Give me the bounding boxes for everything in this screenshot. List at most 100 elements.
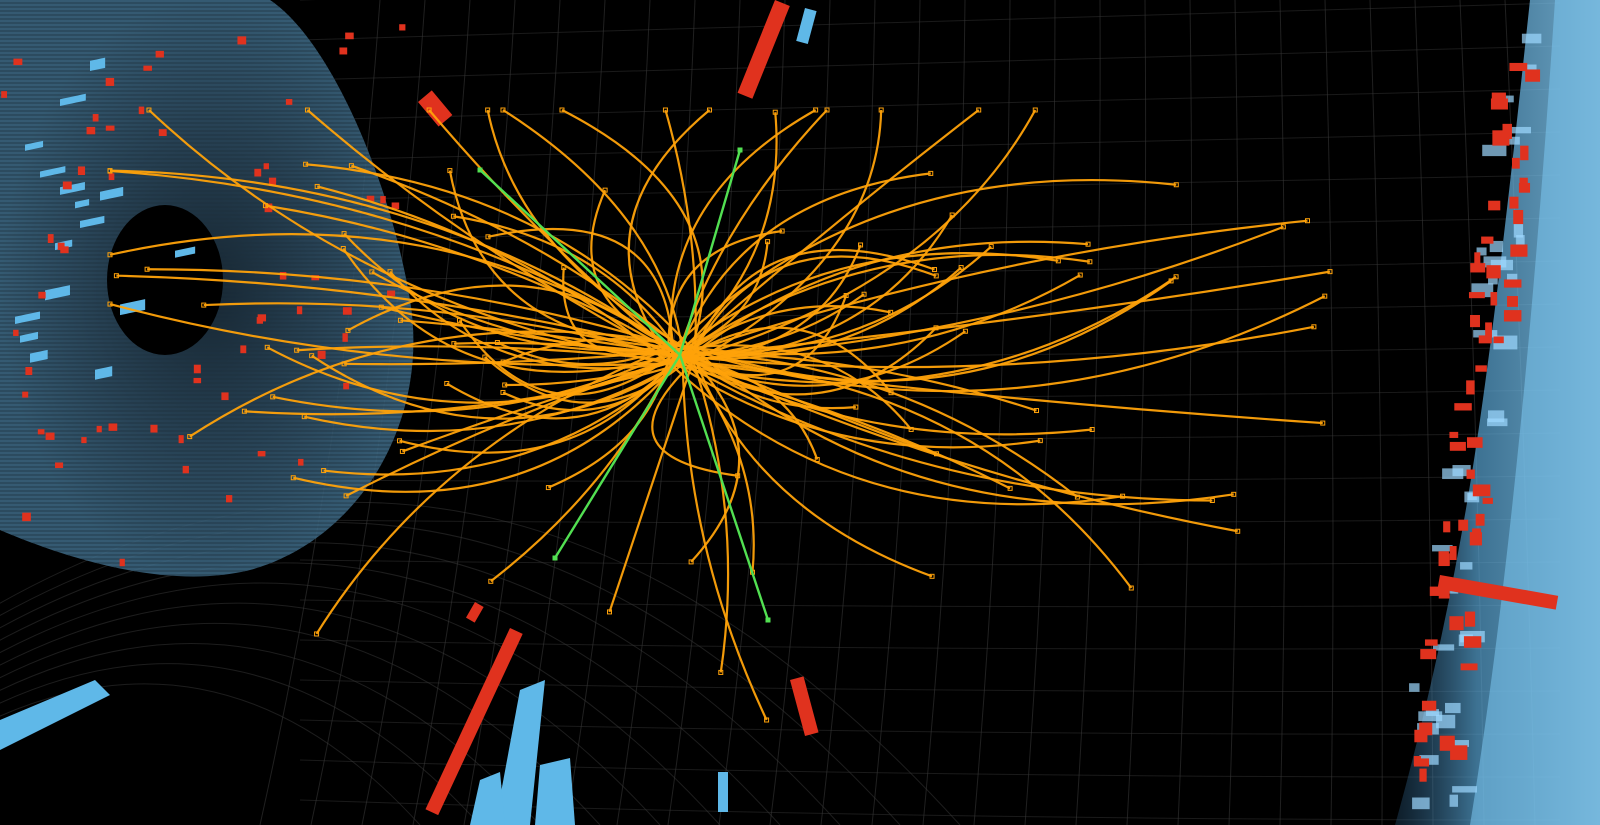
track-endpoint xyxy=(345,327,351,333)
track-endpoint xyxy=(201,302,207,308)
calorimeter-cell xyxy=(1510,126,1531,134)
grid-line xyxy=(0,562,781,825)
track-endpoint xyxy=(888,390,894,396)
energy-deposit xyxy=(1511,157,1520,169)
track-endpoint xyxy=(988,244,994,250)
track-endpoint xyxy=(270,394,276,400)
energy-deposit xyxy=(298,458,304,466)
calorimeter-tower xyxy=(718,772,728,812)
calorimeter-tower xyxy=(495,680,545,825)
track-endpoint xyxy=(1280,224,1286,230)
track xyxy=(665,359,1123,506)
track-endpoint xyxy=(1074,494,1080,500)
energy-deposit xyxy=(77,166,86,176)
track xyxy=(679,241,769,351)
track xyxy=(667,229,783,365)
highlighted-tracks xyxy=(477,147,771,623)
energy-deposit xyxy=(391,202,400,210)
track-endpoint xyxy=(1173,182,1179,188)
energy-deposit xyxy=(1475,365,1487,372)
track-endpoint xyxy=(1173,274,1179,280)
energy-deposit xyxy=(1486,265,1501,279)
track-endpoint xyxy=(444,381,450,387)
calorimeter-cell xyxy=(1425,709,1439,716)
track-endpoint xyxy=(450,213,456,219)
track-endpoint xyxy=(737,147,743,153)
track-endpoint xyxy=(929,573,935,579)
grid-line xyxy=(0,663,481,825)
energy-deposit xyxy=(269,178,276,187)
track-endpoint xyxy=(343,493,349,499)
highlighted-track xyxy=(678,149,742,356)
track-endpoint xyxy=(309,353,315,359)
grid-line xyxy=(1024,0,1056,825)
grid-line xyxy=(973,0,1011,825)
energy-deposit xyxy=(366,195,375,202)
energy-deposit xyxy=(380,196,386,204)
track xyxy=(672,109,980,362)
calorimeter-cell xyxy=(75,199,90,209)
calorimeter-cell xyxy=(25,140,44,151)
track-endpoint xyxy=(1037,438,1043,444)
track-endpoint xyxy=(861,291,867,297)
energy-deposit xyxy=(1449,546,1457,561)
track-endpoint xyxy=(1007,485,1013,491)
track-endpoint xyxy=(888,309,894,315)
energy-deposit xyxy=(240,345,247,354)
grid-line xyxy=(1279,0,1286,825)
particle-tracks xyxy=(107,107,1333,723)
grid-line xyxy=(0,582,721,825)
energy-deposit xyxy=(1525,69,1541,82)
track-endpoint xyxy=(340,246,346,252)
track xyxy=(109,169,679,353)
grid-line xyxy=(0,602,661,825)
highlighted-track xyxy=(553,354,682,559)
energy-deposit xyxy=(37,429,45,435)
energy-deposit xyxy=(96,425,102,433)
track-endpoint xyxy=(387,269,393,275)
track-endpoint xyxy=(290,475,296,481)
calorimeter-cell xyxy=(1483,256,1507,268)
grid-line xyxy=(299,679,1561,693)
energy-deposit xyxy=(1466,469,1475,479)
track-endpoint xyxy=(932,267,938,273)
track-endpoint xyxy=(779,228,785,234)
energy-deposit xyxy=(257,451,266,457)
energy-deposit xyxy=(1466,380,1475,395)
track-endpoint xyxy=(1087,259,1093,265)
calorimeter-cell xyxy=(95,366,113,380)
track xyxy=(689,240,1089,357)
energy-deposit xyxy=(22,391,29,398)
energy-deposit xyxy=(1470,314,1480,328)
energy-deposit xyxy=(1449,441,1466,451)
energy-deposit xyxy=(1429,586,1445,596)
track-endpoint xyxy=(369,269,375,275)
energy-deposit xyxy=(296,306,303,315)
grid-line xyxy=(299,88,1561,121)
calorimeter-cell xyxy=(1436,714,1456,729)
energy-deposit xyxy=(1510,244,1528,257)
energy-deposit xyxy=(1481,236,1494,244)
energy-deposit xyxy=(143,65,152,71)
energy-deposit xyxy=(263,163,269,170)
calorimeter-cell xyxy=(1454,740,1469,747)
grid-line xyxy=(299,45,1561,81)
track xyxy=(651,362,738,477)
grid-line xyxy=(299,599,1561,608)
track-endpoint xyxy=(321,468,327,474)
grid-line xyxy=(299,639,1561,650)
track xyxy=(484,356,684,404)
track xyxy=(608,363,694,613)
track xyxy=(685,352,741,563)
track-endpoint xyxy=(552,555,558,561)
left-endcap-calorimeter xyxy=(0,0,414,577)
energy-deposit xyxy=(1482,497,1493,504)
track-endpoint xyxy=(688,559,694,565)
energy-deposit xyxy=(1520,145,1529,161)
calorimeter-cell xyxy=(1506,273,1518,285)
track-endpoint xyxy=(607,609,613,615)
energy-deposit xyxy=(55,462,64,469)
track-endpoint xyxy=(718,669,724,675)
track xyxy=(428,109,670,350)
track-endpoint xyxy=(824,107,830,113)
